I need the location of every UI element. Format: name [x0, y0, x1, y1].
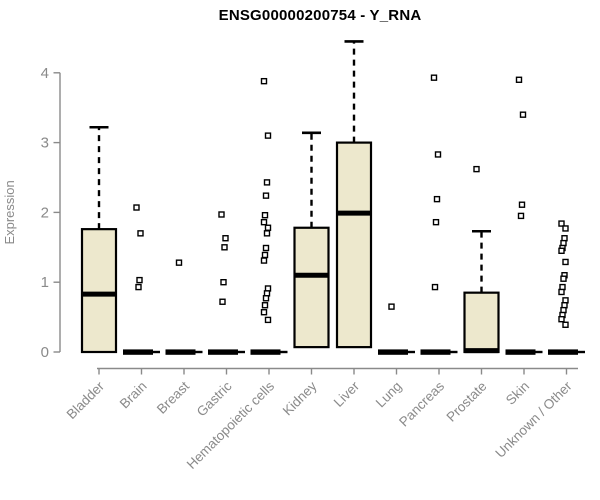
y-tick-label: 4 [41, 65, 49, 82]
outlier-point-unknown-other [560, 275, 567, 282]
outlier-point-pancreas [433, 195, 441, 203]
outlier-point-brain [136, 276, 143, 284]
outlier-point-brain [137, 230, 144, 237]
outlier-point-hematopoietic-cells [264, 316, 272, 324]
outlier-point-breast [175, 259, 183, 266]
outlier-point-hematopoietic-cells [263, 179, 271, 186]
outlier-point-pancreas [430, 74, 438, 81]
box-kidney [293, 226, 330, 349]
outlier-point-lung [388, 303, 395, 310]
outlier-point-unknown-other [562, 258, 569, 266]
outlier-point-hematopoietic-cells [261, 251, 269, 259]
outlier-point-hematopoietic-cells [261, 302, 269, 309]
x-tick-label-liver: Liver [331, 378, 363, 410]
x-tick-label-pancreas: Pancreas [396, 378, 447, 429]
y-tick-label: 1 [41, 274, 49, 291]
outlier-point-gastric [222, 235, 229, 242]
outlier-point-hematopoietic-cells [260, 257, 268, 264]
x-tick-label-breast: Breast [154, 378, 192, 416]
outlier-point-gastric [218, 211, 225, 218]
outlier-point-hematopoietic-cells [260, 218, 268, 226]
outlier-point-unknown-other [562, 225, 569, 232]
flat-median-hematopoietic-cells [250, 349, 281, 355]
outlier-point-brain [135, 283, 142, 291]
outlier-point-unknown-other [558, 315, 565, 323]
flat-median-breast [165, 349, 196, 355]
outlier-point-gastric [219, 298, 226, 305]
outlier-point-pancreas [434, 151, 442, 158]
outlier-point-skin [519, 111, 527, 118]
flat-median-skin [505, 349, 536, 355]
x-tick-label-bladder: Bladder [64, 378, 108, 422]
x-tick-label-unknown-other: Unknown / Other [492, 378, 575, 461]
outlier-point-skin [515, 76, 523, 83]
outlier-point-prostate [473, 165, 480, 173]
outlier-point-unknown-other [558, 288, 565, 296]
y-tick-label: 0 [41, 344, 49, 361]
x-tick-label-brain: Brain [117, 379, 150, 412]
outlier-point-hematopoietic-cells [260, 77, 268, 85]
chart-title: ENSG00000200754 - Y_RNA [218, 7, 422, 24]
flat-median-gastric [208, 349, 238, 355]
outlier-point-pancreas [431, 283, 439, 291]
x-tick-label-kidney: Kidney [280, 378, 320, 418]
outlier-point-skin [518, 201, 526, 208]
outlier-point-brain [133, 204, 140, 211]
y-tick-label: 2 [41, 204, 49, 221]
y-axis-title: Expression [2, 180, 17, 244]
outlier-point-hematopoietic-cells [260, 309, 268, 316]
flat-median-unknown-other [548, 349, 578, 355]
outlier-point-gastric [220, 279, 227, 286]
flat-median-pancreas [420, 349, 451, 355]
outlier-point-gastric [221, 244, 228, 251]
outlier-point-hematopoietic-cells [262, 192, 270, 199]
box-liver [335, 141, 373, 349]
box-bladder [80, 228, 118, 354]
outlier-point-hematopoietic-cells [262, 295, 270, 302]
outlier-point-unknown-other [558, 247, 565, 254]
x-tick-label-gastric: Gastric [194, 378, 235, 419]
flat-median-brain [123, 349, 153, 355]
outlier-point-hematopoietic-cells [264, 224, 272, 231]
outlier-point-hematopoietic-cells [264, 132, 272, 139]
x-tick-label-prostate: Prostate [443, 379, 489, 425]
outlier-point-hematopoietic-cells [263, 230, 271, 237]
outlier-point-pancreas [432, 218, 440, 226]
outlier-point-unknown-other [558, 220, 565, 227]
y-tick-label: 3 [41, 135, 49, 152]
x-tick-label-lung: Lung [373, 379, 405, 411]
outlier-point-hematopoietic-cells [261, 211, 269, 219]
box-prostate [463, 291, 500, 354]
outlier-point-unknown-other [562, 321, 569, 328]
x-tick-label-skin: Skin [503, 379, 532, 408]
flat-median-lung [378, 349, 408, 355]
outlier-point-hematopoietic-cells [262, 244, 270, 252]
outlier-point-skin [517, 212, 525, 220]
